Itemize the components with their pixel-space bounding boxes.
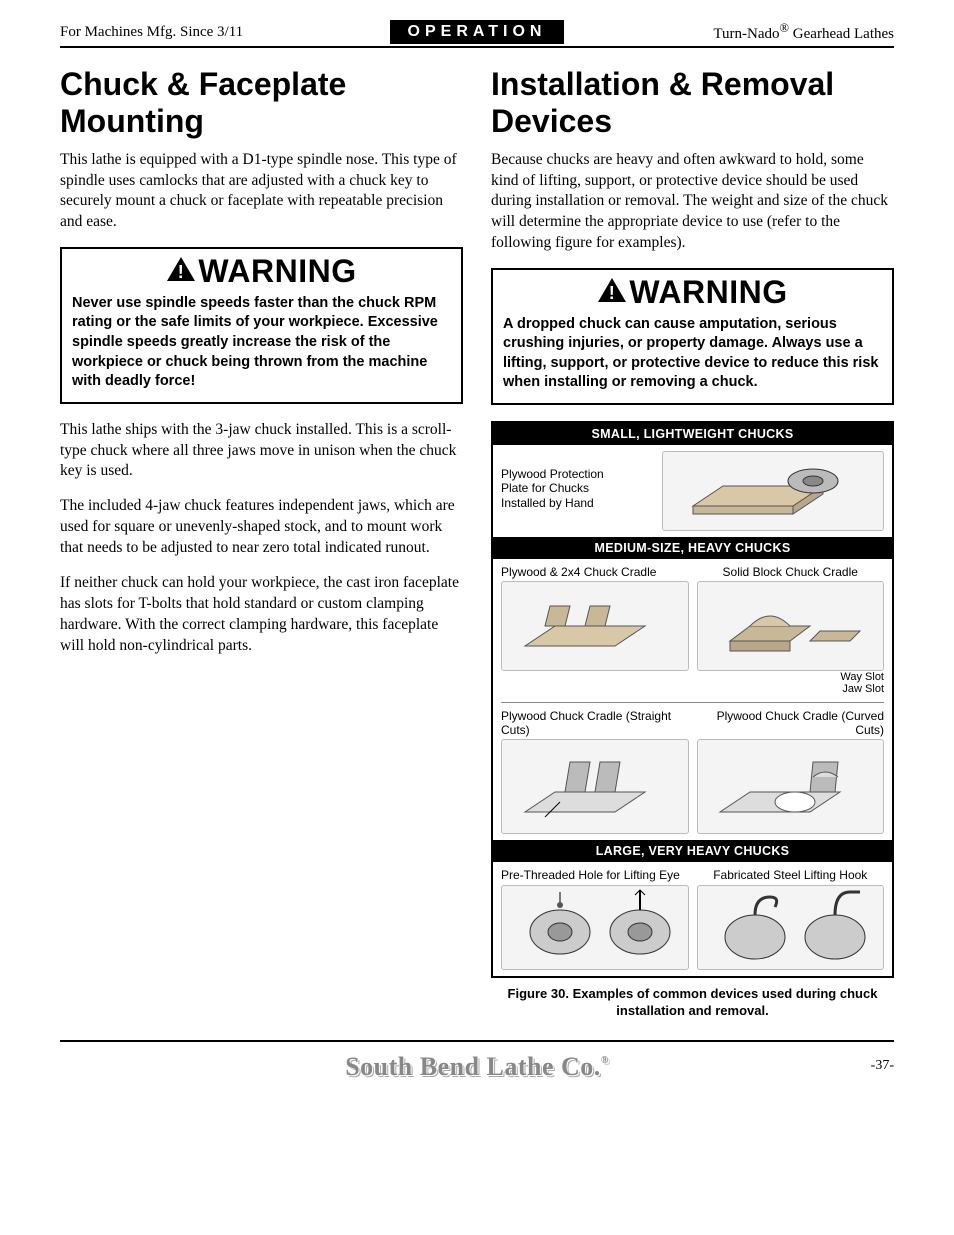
fig-small-label1: Plywood ProtectionPlate for ChucksInstal… [501,467,654,510]
figure-caption: Figure 30. Examples of common devices us… [491,986,894,1020]
figure-box: SMALL, LIGHTWEIGHT CHUCKS Plywood Protec… [491,421,894,978]
warning-text-right: A dropped chuck can cause amputation, se… [503,315,882,393]
content-columns: Chuck & Faceplate Mounting This lathe is… [60,66,894,1020]
registered-mark: ® [601,1055,609,1066]
fig-med-illus3 [501,739,689,834]
fig-large-label1: Pre-Threaded Hole for Lifting Eye [501,868,689,882]
left-p3: The included 4-jaw chuck features indepe… [60,496,463,559]
warning-title-left: ! WARNING [72,255,451,290]
svg-text:!: ! [178,262,185,282]
registered-mark: ® [780,21,790,35]
warning-box-left: ! WARNING Never use spindle speeds faste… [60,247,463,403]
fig-med-illus2 [697,581,885,671]
fig-med-label6: Plywood Chuck Cradle (Curved Cuts) [697,709,885,738]
header-product: Turn-Nado [713,26,779,42]
warning-icon: ! [166,255,196,287]
fig-header-medium: MEDIUM-SIZE, HEAVY CHUCKS [493,537,892,559]
fig-panel-medium: Plywood & 2x4 Chuck Cradle Solid Block C… [493,559,892,840]
left-heading: Chuck & Faceplate Mounting [60,66,463,140]
fig-small-illus [662,451,884,531]
fig-med-label2: Solid Block Chuck Cradle [697,565,885,579]
header-section-title: OPERATION [390,20,565,44]
warning-title-right: ! WARNING [503,276,882,311]
header-left: For Machines Mfg. Since 3/11 [60,24,390,41]
warning-text-left: Never use spindle speeds faster than the… [72,294,451,392]
svg-text:!: ! [609,283,616,303]
fig-header-large: LARGE, VERY HEAVY CHUCKS [493,840,892,862]
fig-med-illus4 [697,739,885,834]
fig-panel-small: Plywood ProtectionPlate for ChucksInstal… [493,445,892,537]
fig-med-label1: Plywood & 2x4 Chuck Cradle [501,565,689,579]
fig-med-label5: Plywood Chuck Cradle (Straight Cuts) [501,709,689,738]
fig-med-label3: Way Slot [840,671,884,683]
right-p1: Because chucks are heavy and often awkwa… [491,150,894,255]
warning-word: WARNING [198,253,356,289]
header-right: Turn-Nado® Gearhead Lathes [564,21,894,43]
left-p1: This lathe is equipped with a D1-type sp… [60,150,463,234]
right-column: Installation & Removal Devices Because c… [491,66,894,1020]
footer-page-number: -37- [871,1058,894,1074]
fig-large-label2: Fabricated Steel Lifting Hook [697,868,885,882]
fig-med-label4: Jaw Slot [842,683,884,695]
left-p4: If neither chuck can hold your workpiece… [60,573,463,657]
footer-company: South Bend Lathe Co.® [345,1052,609,1081]
fig-header-small: SMALL, LIGHTWEIGHT CHUCKS [493,423,892,445]
warning-icon: ! [597,276,627,308]
right-heading: Installation & Removal Devices [491,66,894,140]
left-column: Chuck & Faceplate Mounting This lathe is… [60,66,463,1020]
warning-box-right: ! WARNING A dropped chuck can cause ampu… [491,268,894,405]
fig-large-illus1 [501,885,689,970]
header-product-suffix: Gearhead Lathes [789,26,894,42]
page-header: For Machines Mfg. Since 3/11 OPERATION T… [60,20,894,48]
left-p2: This lathe ships with the 3-jaw chuck in… [60,420,463,483]
warning-word: WARNING [629,274,787,310]
fig-large-illus2 [697,885,885,970]
page-footer: South Bend Lathe Co.® -37- [60,1040,894,1082]
footer-company-name: South Bend Lathe Co. [345,1052,601,1081]
fig-med-illus1 [501,581,689,671]
fig-panel-large: Pre-Threaded Hole for Lifting Eye [493,862,892,975]
